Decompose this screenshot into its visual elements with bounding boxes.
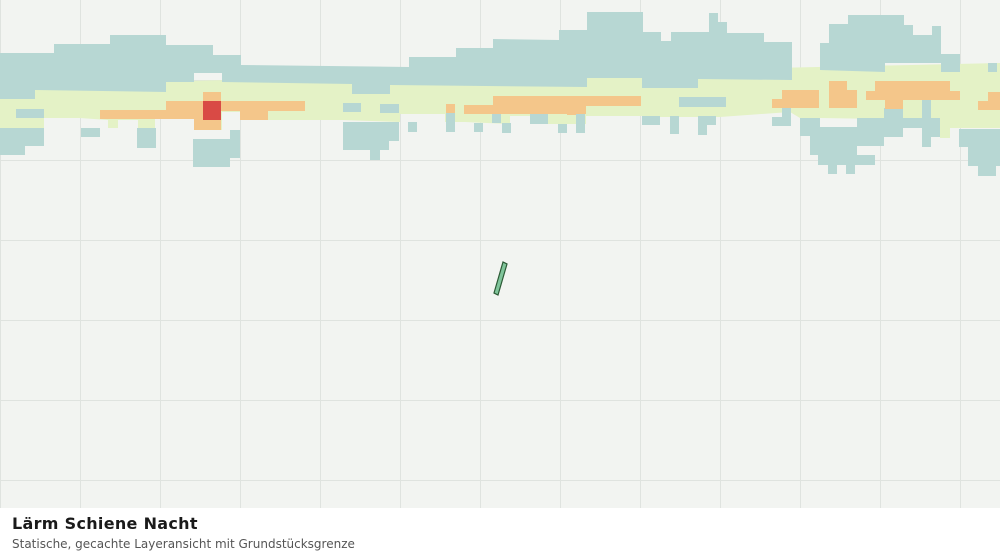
noise-layer bbox=[0, 12, 1000, 176]
noise-zone-patches bbox=[0, 63, 1000, 176]
map-subtitle: Statische, gecachte Layeransicht mit Gru… bbox=[12, 537, 355, 551]
noise-zone-band bbox=[820, 15, 960, 72]
noise-zone-high bbox=[100, 81, 1000, 130]
parcel-boundary bbox=[493, 261, 508, 296]
noise-zone-band bbox=[0, 12, 792, 99]
caption: Lärm Schiene Nacht Statische, gecachte L… bbox=[0, 508, 1000, 560]
noise-zone-very-high bbox=[203, 101, 221, 120]
map-title: Lärm Schiene Nacht bbox=[12, 514, 198, 533]
map bbox=[0, 0, 1000, 508]
